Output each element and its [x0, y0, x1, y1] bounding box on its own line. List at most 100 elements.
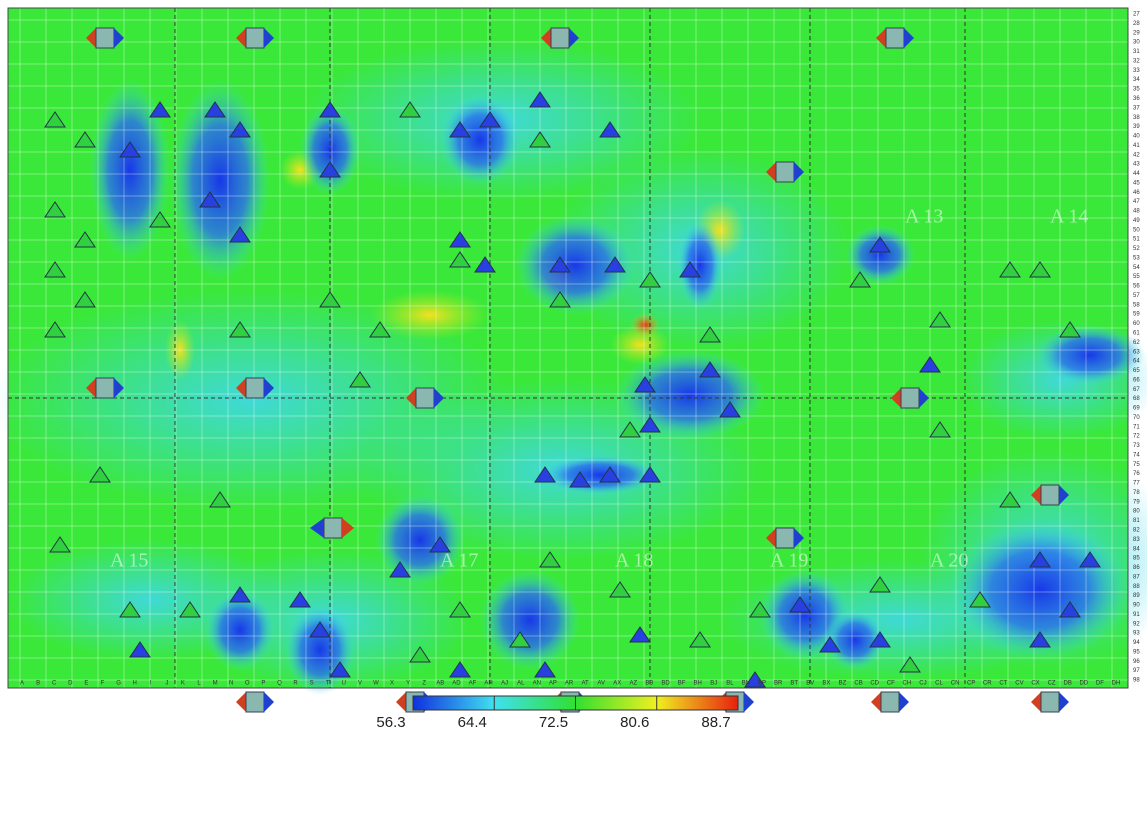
column-label: R: [293, 681, 298, 687]
row-number: 68: [1133, 396, 1140, 402]
sensor-marker: [534, 466, 556, 483]
sensor-marker: [319, 161, 341, 178]
column-label: AB: [436, 681, 444, 687]
sensor-marker: [1029, 261, 1051, 278]
zone-label: A 14: [1050, 206, 1088, 228]
column-label: BZ: [839, 681, 847, 687]
column-label: BL: [726, 681, 734, 687]
sensor-marker: [699, 326, 721, 343]
sensor-marker: [449, 231, 471, 248]
column-label: BV: [806, 681, 814, 687]
column-label: N: [229, 681, 233, 687]
sensor-marker: [629, 626, 651, 643]
column-label: AX: [613, 681, 621, 687]
row-number: 67: [1133, 387, 1140, 393]
row-number: 71: [1133, 424, 1140, 430]
unit-icon: [891, 388, 901, 408]
sensor-marker: [689, 631, 711, 648]
row-number: 56: [1133, 284, 1140, 290]
row-number: 29: [1133, 30, 1140, 36]
row-number: 78: [1133, 490, 1140, 496]
column-label: CB: [854, 681, 862, 687]
column-label: AJ: [501, 681, 508, 687]
row-number: 28: [1133, 21, 1140, 27]
row-number: 97: [1133, 668, 1140, 674]
colorbar-tick-label: 80.6: [620, 714, 649, 731]
column-label: CT: [999, 681, 1007, 687]
row-number: 50: [1133, 227, 1140, 233]
row-number: 47: [1133, 199, 1140, 205]
unit-icon: [86, 28, 96, 48]
column-label: V: [358, 681, 362, 687]
sensor-marker: [929, 421, 951, 438]
sensor-marker: [409, 646, 431, 663]
unit-icon: [1031, 485, 1041, 505]
column-label: AH: [484, 681, 492, 687]
sensor-marker: [319, 101, 341, 118]
column-label: CZ: [1048, 681, 1056, 687]
sensor-marker: [1059, 321, 1081, 338]
row-number: 43: [1133, 162, 1140, 168]
sensor-marker: [44, 261, 66, 278]
unit-icon: [114, 378, 124, 398]
row-number: 64: [1133, 359, 1140, 365]
column-label: DF: [1096, 681, 1104, 687]
colorbar-segment: [575, 696, 657, 710]
heat-blob: [630, 313, 660, 337]
sensor-marker: [199, 191, 221, 208]
heat-blob: [1035, 325, 1145, 385]
row-number: 73: [1133, 443, 1140, 449]
row-number: 88: [1133, 584, 1140, 590]
floor-grid: [7, 7, 1129, 689]
sensor-marker: [44, 321, 66, 338]
column-label: AP: [549, 681, 557, 687]
row-number: 41: [1133, 143, 1140, 149]
sensor-marker: [449, 121, 471, 138]
colorbar-segment: [494, 696, 576, 710]
heat-blob: [370, 290, 490, 340]
row-number: 90: [1133, 603, 1140, 609]
column-label: CP: [967, 681, 975, 687]
heat-blob: [440, 95, 520, 185]
sensor-marker: [349, 371, 371, 388]
column-label: AL: [517, 681, 525, 687]
unit-icon: [904, 28, 914, 48]
sensor-marker: [529, 131, 551, 148]
unit-icon: [766, 528, 776, 548]
column-label: DH: [1112, 681, 1121, 687]
sensor-marker: [49, 536, 71, 553]
row-number: 53: [1133, 255, 1140, 261]
row-number: 95: [1133, 649, 1140, 655]
row-number: 81: [1133, 518, 1140, 524]
column-label: BB: [645, 681, 653, 687]
sensor-marker: [44, 201, 66, 218]
unit-icon: [541, 28, 551, 48]
column-label: Q: [277, 681, 282, 687]
sensor-marker: [789, 596, 811, 613]
column-label: X: [390, 681, 394, 687]
sensor-marker: [229, 121, 251, 138]
sensor-marker: [639, 466, 661, 483]
sensor-marker: [119, 601, 141, 618]
sensor-marker: [539, 551, 561, 568]
unit-icon: [323, 517, 343, 539]
column-label: CJ: [919, 681, 926, 687]
column-label: AF: [469, 681, 477, 687]
zone-label: A 13: [905, 206, 943, 228]
sensor-marker: [869, 631, 891, 648]
sensor-marker: [319, 291, 341, 308]
sensor-marker: [1029, 551, 1051, 568]
column-label: BX: [822, 681, 830, 687]
sensor-marker: [599, 466, 621, 483]
column-label: CR: [983, 681, 992, 687]
sensor-marker: [474, 256, 496, 273]
sensor-marker: [869, 236, 891, 253]
row-number: 31: [1133, 49, 1140, 55]
sensor-marker: [969, 591, 991, 608]
sensor-marker: [74, 291, 96, 308]
sensor-marker: [74, 231, 96, 248]
row-number: 46: [1133, 190, 1140, 196]
row-number: 45: [1133, 180, 1140, 186]
sensor-marker: [449, 251, 471, 268]
sensor-marker: [719, 401, 741, 418]
